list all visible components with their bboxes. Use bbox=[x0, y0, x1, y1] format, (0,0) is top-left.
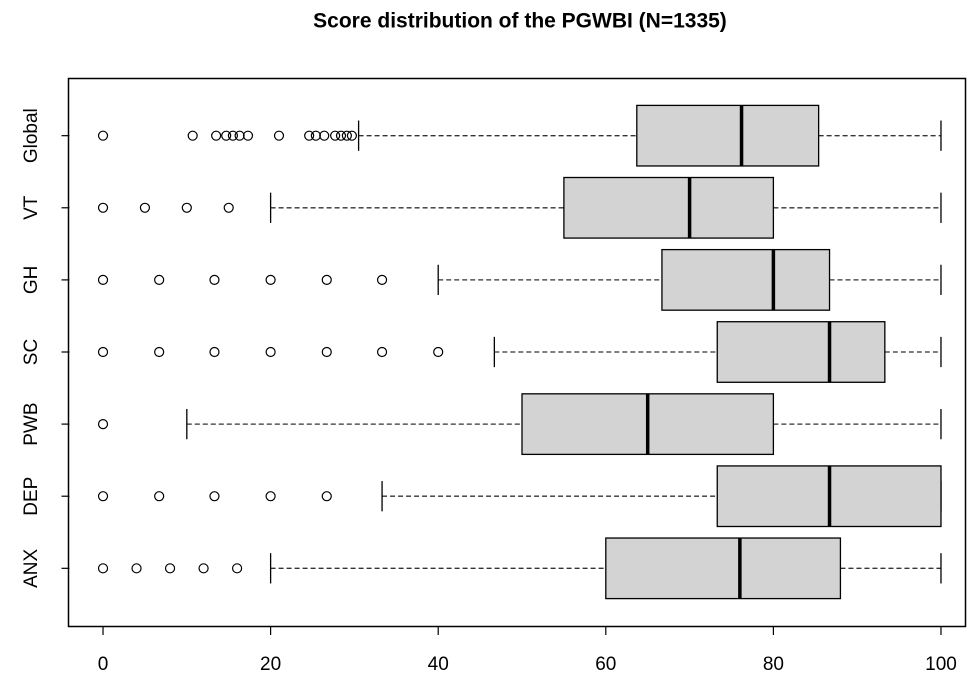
outlier bbox=[376, 346, 388, 358]
outlier bbox=[97, 130, 109, 141]
outlier bbox=[154, 274, 165, 285]
outlier bbox=[234, 130, 245, 141]
outlier bbox=[211, 130, 222, 141]
outlier bbox=[221, 130, 232, 141]
outlier bbox=[321, 274, 332, 285]
x-tick-label: 100 bbox=[925, 654, 957, 675]
box bbox=[563, 176, 775, 239]
outlier bbox=[164, 563, 176, 574]
box bbox=[661, 248, 831, 311]
outlier bbox=[209, 274, 220, 285]
outlier bbox=[131, 563, 142, 574]
outlier bbox=[335, 130, 347, 141]
outlier bbox=[227, 130, 239, 141]
outlier bbox=[330, 130, 341, 141]
outlier bbox=[319, 130, 330, 141]
outlier bbox=[198, 563, 209, 574]
outlier bbox=[321, 491, 332, 502]
outlier bbox=[223, 202, 234, 213]
box bbox=[716, 321, 886, 383]
outlier bbox=[265, 274, 276, 285]
y-tick-label: DEP bbox=[21, 477, 42, 516]
outlier bbox=[97, 202, 109, 213]
x-tick-label: 20 bbox=[260, 654, 281, 675]
outlier bbox=[433, 346, 444, 358]
outlier bbox=[97, 563, 109, 574]
outlier bbox=[231, 563, 243, 574]
outlier bbox=[97, 419, 109, 430]
y-tick-label: PWB bbox=[21, 402, 42, 445]
y-tick-label: ANX bbox=[21, 548, 42, 587]
outlier bbox=[181, 202, 192, 213]
outlier bbox=[139, 202, 151, 213]
outlier bbox=[242, 130, 254, 141]
outlier bbox=[346, 130, 357, 141]
outlier bbox=[209, 491, 220, 502]
x-tick-label: 40 bbox=[428, 654, 449, 675]
outlier bbox=[304, 130, 315, 141]
outlier bbox=[376, 274, 388, 285]
box bbox=[636, 104, 820, 167]
outlier bbox=[321, 346, 332, 358]
outlier bbox=[341, 130, 352, 141]
outlier bbox=[310, 130, 321, 141]
outlier bbox=[97, 274, 109, 285]
x-tick-label: 0 bbox=[98, 654, 109, 675]
outlier bbox=[97, 491, 109, 502]
outlier bbox=[265, 491, 276, 502]
y-tick-label: GH bbox=[21, 266, 42, 295]
outlier bbox=[209, 346, 220, 358]
y-tick-label: SC bbox=[21, 339, 42, 365]
x-tick-label: 80 bbox=[763, 654, 784, 675]
outlier bbox=[154, 346, 165, 358]
outlier bbox=[273, 130, 285, 141]
outlier bbox=[265, 346, 276, 358]
box bbox=[605, 537, 842, 600]
x-tick-label: 60 bbox=[595, 654, 616, 675]
y-tick-label: Global bbox=[21, 108, 42, 163]
outlier bbox=[97, 346, 109, 358]
outlier bbox=[154, 491, 165, 502]
outlier bbox=[187, 130, 198, 141]
chart-title: Score distribution of the PGWBI (N=1335) bbox=[313, 10, 727, 33]
y-tick-label: VT bbox=[21, 195, 42, 220]
